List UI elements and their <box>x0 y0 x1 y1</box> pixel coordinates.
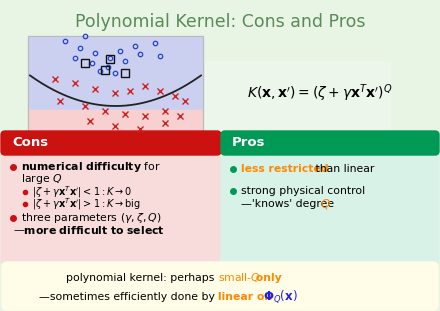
Text: only: only <box>252 273 282 283</box>
FancyBboxPatch shape <box>1 151 221 265</box>
Text: $\mathbf{numerical\ difficulty}$ for: $\mathbf{numerical\ difficulty}$ for <box>21 160 161 174</box>
Text: less restricted: less restricted <box>241 164 329 174</box>
Text: strong physical control: strong physical control <box>241 186 365 196</box>
Text: small-$\mathit{Q}$: small-$\mathit{Q}$ <box>218 272 261 285</box>
Text: polynomial kernel: perhaps: polynomial kernel: perhaps <box>66 273 218 283</box>
FancyBboxPatch shape <box>221 131 439 155</box>
Text: $\mathbf{—more\ difficult\ to\ select}$: $\mathbf{—more\ difficult\ to\ select}$ <box>13 224 165 236</box>
Text: —'knows' degree: —'knows' degree <box>241 199 337 209</box>
Text: three parameters $(\gamma, \zeta, Q)$: three parameters $(\gamma, \zeta, Q)$ <box>21 211 161 225</box>
Bar <box>28 110 203 166</box>
Text: Pros: Pros <box>232 137 265 150</box>
Bar <box>28 36 203 112</box>
Text: Polynomial Kernel: Cons and Pros: Polynomial Kernel: Cons and Pros <box>75 13 365 31</box>
FancyBboxPatch shape <box>221 151 439 265</box>
Text: $|\zeta + \gamma\mathbf{x}^T\mathbf{x}^{\prime}| > 1: K \to \mathrm{big}$: $|\zeta + \gamma\mathbf{x}^T\mathbf{x}^{… <box>32 196 141 212</box>
Bar <box>28 36 203 166</box>
Text: Cons: Cons <box>12 137 48 150</box>
Bar <box>50 61 390 261</box>
FancyBboxPatch shape <box>2 262 438 310</box>
Text: $\mathit{Q}$: $\mathit{Q}$ <box>320 197 331 211</box>
Text: —sometimes efficiently done by: —sometimes efficiently done by <box>39 292 218 302</box>
Text: $K(\mathbf{x}, \mathbf{x}^{\prime}) = (\zeta + \gamma\mathbf{x}^T\mathbf{x}^{\pr: $K(\mathbf{x}, \mathbf{x}^{\prime}) = (\… <box>247 82 393 104</box>
FancyBboxPatch shape <box>1 131 221 155</box>
Text: than linear: than linear <box>312 164 374 174</box>
Text: $\mathbf{\Phi}_{Q}(\mathbf{x})$: $\mathbf{\Phi}_{Q}(\mathbf{x})$ <box>263 289 298 305</box>
Text: linear on: linear on <box>218 292 276 302</box>
Text: large $Q$: large $Q$ <box>21 172 62 186</box>
Text: $|\zeta + \gamma\mathbf{x}^T\mathbf{x}^{\prime}| < 1: K \to 0$: $|\zeta + \gamma\mathbf{x}^T\mathbf{x}^{… <box>32 184 132 200</box>
